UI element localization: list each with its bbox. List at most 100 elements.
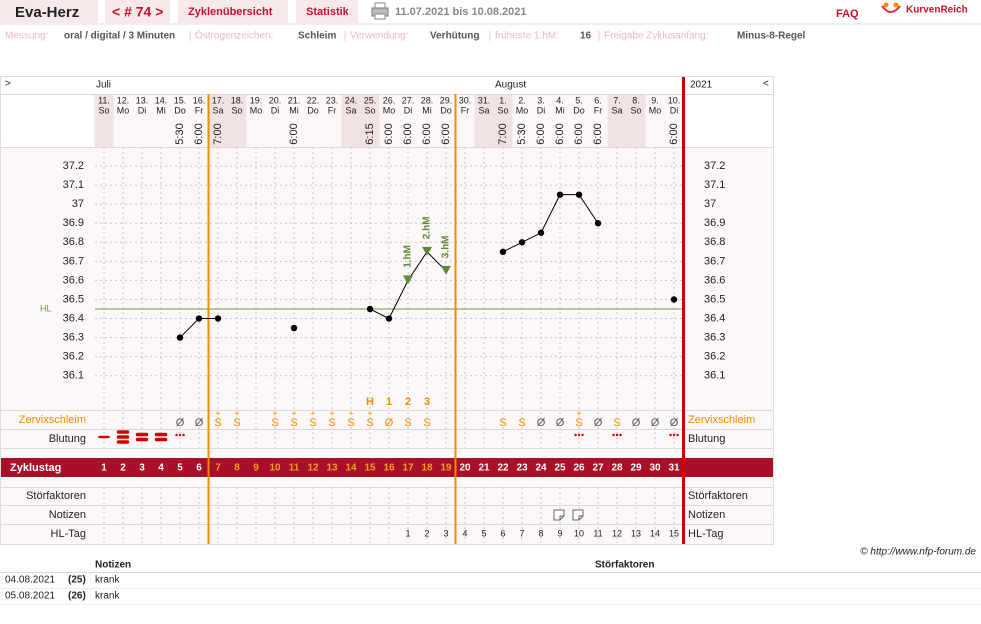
note-date: 05.08.2021 [5,591,55,602]
mucus-plus: + [272,408,277,418]
y-tick-label: 36.9 [704,217,725,229]
hl-day: 11 [593,528,602,538]
higher-measurement [441,265,451,275]
mucus-plus: + [367,408,372,418]
mucus-sign: S [575,417,582,429]
row-label: Blutung [49,433,86,445]
y-tick-label: 36.6 [63,274,84,286]
date-label: 15. [174,95,187,105]
hl-day: 14 [650,528,660,538]
weekday-label: Mi [422,105,432,115]
date-label: 2. [518,95,526,105]
weekday-label: Mo [250,105,263,115]
peak-marker: 3 [424,396,430,408]
cycle-nav[interactable]: < # 74 > [112,4,163,20]
print-icon[interactable] [371,2,389,20]
weekday-label: Mo [516,105,529,115]
y-tick-label: 36.8 [704,236,725,248]
tab[interactable] [178,0,288,23]
time-label: 5:30 [516,123,528,144]
time-label: 6:00 [554,123,566,144]
cycle-day-bar [1,458,773,477]
mucus-sign: S [271,417,278,429]
cycle-nav-box[interactable] [105,0,170,23]
weekend-column [607,94,627,147]
bleeding [135,432,149,442]
cycle-day: 22 [497,463,509,474]
nav-next[interactable]: < [763,79,769,90]
logo-text[interactable]: KurvenReich [906,5,968,16]
date-label: 4. [556,95,564,105]
row-label: Störfaktoren [688,490,748,502]
bleeding [154,432,168,442]
mucus-sign: S [613,417,620,429]
cycle-day: 9 [253,463,259,474]
mucus-sign: Ø [385,417,394,429]
hl-day: 1 [405,528,410,538]
info-value: oral / digital / 3 Minuten [64,31,175,42]
cycle-day: 29 [630,463,642,474]
cycle-day: 2 [120,463,126,474]
date-label: 30. [459,95,472,105]
info-label: Verwendung: [350,31,408,42]
weekend-column [474,94,494,147]
cycle-day: 5 [177,463,183,474]
temperature-point [214,315,222,322]
cycle-day: 30 [649,463,661,474]
mucus-sign: S [366,417,373,429]
tab-label[interactable]: Zyklenübersicht [188,6,273,18]
logo-icon[interactable] [881,2,901,13]
tab[interactable] [296,0,358,23]
row-label: Zyklustag [10,462,61,474]
mucus-sign: S [518,417,525,429]
date-label: 8. [632,95,640,105]
time-label: 6:00 [535,123,547,144]
cycle-day: 6 [196,463,202,474]
cycle-day: 16 [383,463,395,474]
y-tick-label: 36.6 [704,274,725,286]
date-label: 20. [269,95,282,105]
weekday-label: Sa [611,105,622,115]
hl-day: 9 [557,528,562,538]
y-tick-label: 36.1 [704,370,725,382]
cycle-day: 15 [364,463,376,474]
row-label: Zervixschleim [19,414,86,426]
year-label: 2021 [690,80,713,91]
note-text: krank [95,575,120,586]
weekday-label: Mo [649,105,662,115]
mucus-sign: S [328,417,335,429]
date-label: 12. [117,95,130,105]
date-label: 9. [651,95,659,105]
mucus-plus: + [348,408,353,418]
peak-marker: H [366,396,374,408]
date-label: 13. [136,95,149,105]
time-label: 6:00 [383,123,395,144]
mucus-sign: Ø [195,417,204,429]
temperature-point [594,220,602,227]
faq-link[interactable]: FAQ [836,8,859,20]
time-label: 6:00 [668,123,680,144]
cycle-day: 24 [535,463,547,474]
y-tick-label: 36.3 [704,331,725,343]
tab-label[interactable]: Statistik [306,6,350,18]
note-icon[interactable] [553,509,565,521]
cycle-day: 25 [554,463,566,474]
info-label: Freigabe Zyklusanfang: [604,31,709,42]
cycle-day: 28 [611,463,623,474]
date-label: 10. [668,95,681,105]
date-label: 5. [575,95,583,105]
info-label: früheste 1.hM: [495,31,559,42]
y-tick-label: 37 [704,198,716,210]
weekday-label: Mo [117,105,130,115]
info-value: 16 [580,31,592,42]
mucus-sign: Ø [651,417,660,429]
info-label: Östrogenzeichen: [195,30,273,42]
row-label: Zervixschleim [688,414,755,426]
note-icon[interactable] [572,509,584,521]
nav-prev[interactable]: > [5,79,11,90]
weekday-label: Sa [345,105,356,115]
disturbances-header: Störfaktoren [595,560,654,571]
y-tick-label: 36.8 [63,236,84,248]
temperature-point [575,191,583,198]
